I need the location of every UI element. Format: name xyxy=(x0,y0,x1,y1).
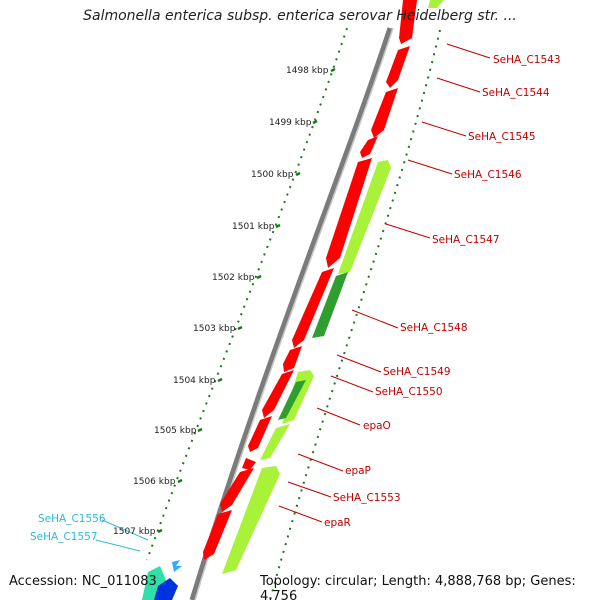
leader-line xyxy=(421,121,467,137)
forward-gene-track xyxy=(203,0,417,560)
gene-arrow xyxy=(326,158,372,268)
gene-arrow xyxy=(262,370,294,418)
leader-line xyxy=(297,453,344,472)
gene-label: SeHA_C1548 xyxy=(400,322,468,334)
gene-arrow xyxy=(360,136,378,158)
map-title: Salmonella enterica subsp. enterica sero… xyxy=(83,8,517,24)
reverse-gene-track xyxy=(222,0,444,574)
left-gene-cluster xyxy=(142,560,182,600)
tick-label: 1500 kbp xyxy=(251,170,294,180)
tick-label: 1507 kbp xyxy=(113,527,156,537)
gene-arrow xyxy=(260,424,290,460)
gene-arrow xyxy=(312,272,348,338)
leader-line xyxy=(351,309,399,329)
outer-dotted-ring xyxy=(269,29,441,600)
gene-label: SeHA_C1547 xyxy=(432,234,500,246)
gene-label: SeHA_C1557 xyxy=(30,531,98,543)
gene-arrow xyxy=(428,0,444,8)
gene-arrow xyxy=(248,416,272,452)
gene-label: SeHA_C1544 xyxy=(482,87,550,99)
gene-arrow xyxy=(220,468,254,512)
gene-arrow xyxy=(338,160,391,274)
tick-mark xyxy=(197,427,203,433)
gene-arrow xyxy=(282,370,314,424)
gene-label: epaR xyxy=(324,517,351,529)
tick-ring xyxy=(146,27,348,561)
tick-mark xyxy=(312,119,318,125)
tick-marks xyxy=(157,67,336,534)
gene-label: SeHA_C1553 xyxy=(333,492,401,504)
gene-labels-right: SeHA_C1543 SeHA_C1544 SeHA_C1545 SeHA_C1… xyxy=(324,54,561,529)
leader-line xyxy=(287,481,332,498)
gene-arrow xyxy=(222,466,280,574)
tick-mark xyxy=(157,528,163,534)
tick-mark xyxy=(256,274,262,280)
tick-mark xyxy=(237,325,243,331)
gene-label: SeHA_C1545 xyxy=(468,131,536,143)
gene-label: SeHA_C1550 xyxy=(375,386,443,398)
tick-mark xyxy=(177,478,183,484)
gene-label: SeHA_C1556 xyxy=(38,513,106,525)
gene-arrow xyxy=(399,0,417,44)
leader-line xyxy=(436,77,481,93)
tick-label: 1505 kbp xyxy=(154,426,197,436)
tick-label: 1503 kbp xyxy=(193,324,236,334)
leader-line xyxy=(95,539,141,552)
leader-line xyxy=(385,223,431,239)
tick-mark xyxy=(295,171,301,177)
gene-arrow xyxy=(154,578,178,600)
gene-arrow xyxy=(172,560,182,572)
gene-arrow xyxy=(386,46,410,88)
topology-text: Topology: circular; Length: 4,888,768 bp… xyxy=(260,574,576,600)
leader-line xyxy=(316,407,361,426)
gene-arrow xyxy=(278,380,306,420)
tick-label: 1501 kbp xyxy=(232,222,275,232)
gene-label: epaO xyxy=(363,420,391,432)
leader-line xyxy=(278,505,323,523)
gene-arrow xyxy=(283,346,302,372)
gene-label: epaP xyxy=(345,465,371,477)
tick-mark xyxy=(275,223,281,229)
gene-arrow xyxy=(242,458,256,470)
label-leader-lines xyxy=(95,43,491,552)
gene-arrow xyxy=(203,510,232,560)
tick-label: 1498 kbp xyxy=(286,66,329,76)
tick-label: 1504 kbp xyxy=(173,376,216,386)
leader-line xyxy=(446,43,491,59)
tick-mark xyxy=(217,377,223,383)
gene-label: SeHA_C1549 xyxy=(383,366,451,378)
leader-line xyxy=(330,375,374,393)
gene-arrow xyxy=(292,268,334,348)
leader-line xyxy=(407,159,453,175)
gene-label: SeHA_C1543 xyxy=(493,54,561,66)
tick-label: 1499 kbp xyxy=(269,118,312,128)
gene-label: SeHA_C1546 xyxy=(454,169,522,181)
gene-labels-left: SeHA_C1556 SeHA_C1557 xyxy=(30,513,106,543)
accession-text: Accession: NC_011083 xyxy=(9,574,157,589)
gene-arrow xyxy=(371,88,398,138)
tick-labels: 1498 kbp 1499 kbp 1500 kbp 1501 kbp 1502… xyxy=(113,66,329,537)
tick-label: 1502 kbp xyxy=(212,273,255,283)
leader-line xyxy=(101,519,149,541)
tick-label: 1506 kbp xyxy=(133,477,176,487)
leader-line xyxy=(336,354,382,373)
tick-mark xyxy=(330,67,336,73)
